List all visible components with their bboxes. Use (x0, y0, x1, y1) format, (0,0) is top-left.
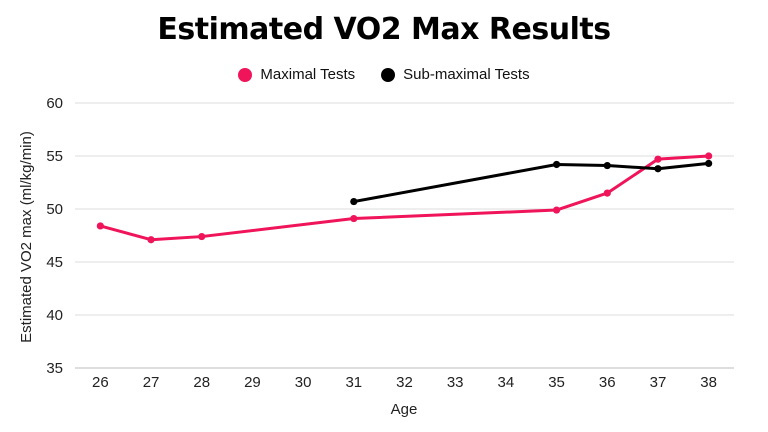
legend: Maximal Tests Sub-maximal Tests (0, 66, 768, 83)
data-point-0-35 (552, 206, 561, 214)
y-tick-50: 50 (46, 201, 63, 218)
legend-swatch-maximal (238, 67, 253, 82)
x-tick-38: 38 (700, 374, 717, 391)
x-tick-labels: 26 27 28 29 30 31 32 33 34 35 36 37 38 (92, 374, 717, 391)
data-point-0-38 (705, 152, 713, 160)
data-point-0-37 (654, 155, 662, 163)
data-point-1-36 (603, 161, 611, 170)
x-tick-36: 36 (599, 374, 616, 391)
legend-label-submaximal: Sub-maximal Tests (403, 66, 530, 83)
y-tick-35: 35 (46, 360, 63, 377)
data-point-1-35 (552, 160, 561, 169)
y-tick-labels: 35 40 45 50 55 60 (46, 95, 63, 377)
x-tick-37: 37 (650, 374, 667, 391)
data-point-0-27 (147, 236, 155, 244)
legend-label-maximal: Maximal Tests (260, 66, 356, 83)
data-point-0-31 (350, 214, 358, 223)
x-tick-32: 32 (396, 374, 413, 391)
data-point-1-38 (705, 159, 713, 168)
data-point-0-28 (198, 232, 206, 241)
x-tick-31: 31 (345, 374, 362, 391)
y-tick-60: 60 (46, 95, 63, 112)
x-tick-28: 28 (193, 374, 210, 391)
x-tick-35: 35 (548, 374, 565, 391)
gridlines (75, 102, 734, 369)
data-point-1-31 (350, 197, 358, 206)
x-axis-label: Age (391, 401, 418, 418)
x-tick-33: 33 (447, 374, 464, 391)
data-point-0-36 (603, 189, 611, 197)
y-tick-40: 40 (46, 307, 63, 324)
data-point-1-37 (654, 165, 662, 173)
series-maximal (96, 152, 713, 244)
chart-title: Estimated VO2 Max Results (157, 12, 611, 47)
y-tick-45: 45 (46, 254, 63, 271)
legend-item-submaximal: Sub-maximal Tests (381, 66, 530, 83)
series-lines (96, 152, 713, 244)
y-axis-label: Estimated VO2 max (ml/kg/min) (18, 131, 35, 343)
series-line-0 (98, 154, 711, 242)
x-tick-26: 26 (92, 374, 109, 391)
x-tick-34: 34 (498, 374, 515, 391)
y-tick-55: 55 (46, 148, 63, 165)
x-tick-30: 30 (295, 374, 312, 391)
data-point-0-26 (96, 222, 104, 230)
legend-swatch-submaximal (381, 67, 396, 82)
legend-item-maximal: Maximal Tests (238, 66, 355, 83)
x-tick-27: 27 (143, 374, 160, 391)
x-tick-29: 29 (244, 374, 261, 391)
series-submaximal (350, 159, 713, 206)
